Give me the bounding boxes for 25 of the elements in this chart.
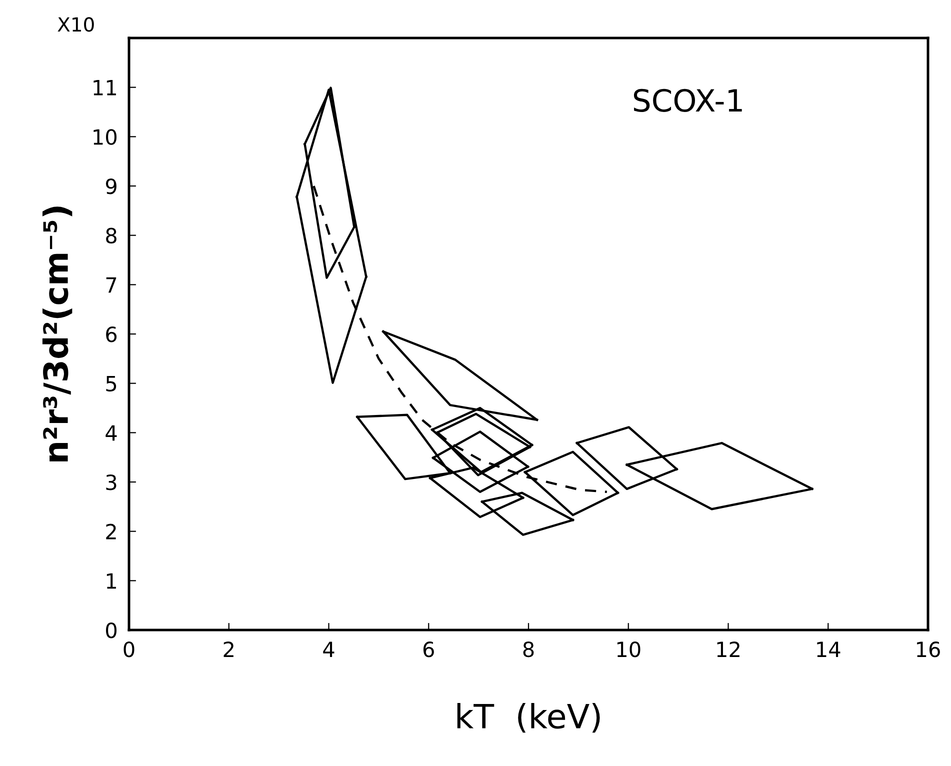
text: X10 bbox=[58, 17, 94, 32]
annotation: SCOX-1 bbox=[634, 88, 742, 112]
y-tick-label: 8 bbox=[106, 228, 116, 244]
x-tick-label: 12 bbox=[717, 641, 740, 657]
y-tick-label: 4 bbox=[106, 425, 117, 441]
y-tick-label: 0 bbox=[106, 622, 117, 638]
x-axis-title: kT (keV) bbox=[457, 702, 600, 733]
y-tick-label: 3 bbox=[106, 474, 116, 490]
y-tick-label: 2 bbox=[106, 524, 116, 540]
x-tick-label: 4 bbox=[323, 642, 334, 657]
x-tick-label: 6 bbox=[423, 641, 434, 658]
y-tick-label: 6 bbox=[106, 326, 117, 342]
x-tick-label: 16 bbox=[917, 641, 940, 658]
y-axis-title: n²r³/3d²(cm⁻⁵) bbox=[42, 206, 72, 462]
x-tick-label: 8 bbox=[523, 641, 534, 658]
y-tick-label: 5 bbox=[106, 376, 116, 392]
x-tick-label: 14 bbox=[817, 642, 840, 657]
y-tick-label: 1 bbox=[106, 573, 116, 589]
y-tick-label: 10 bbox=[94, 129, 117, 145]
x-tick-label: 0 bbox=[124, 641, 134, 658]
x-tick-label: 2 bbox=[224, 641, 234, 657]
y-tick-label: 11 bbox=[94, 80, 116, 96]
y-tick-label: 9 bbox=[106, 178, 116, 194]
y-tick-label: 7 bbox=[106, 277, 116, 293]
x-tick-label: 10 bbox=[617, 641, 640, 658]
